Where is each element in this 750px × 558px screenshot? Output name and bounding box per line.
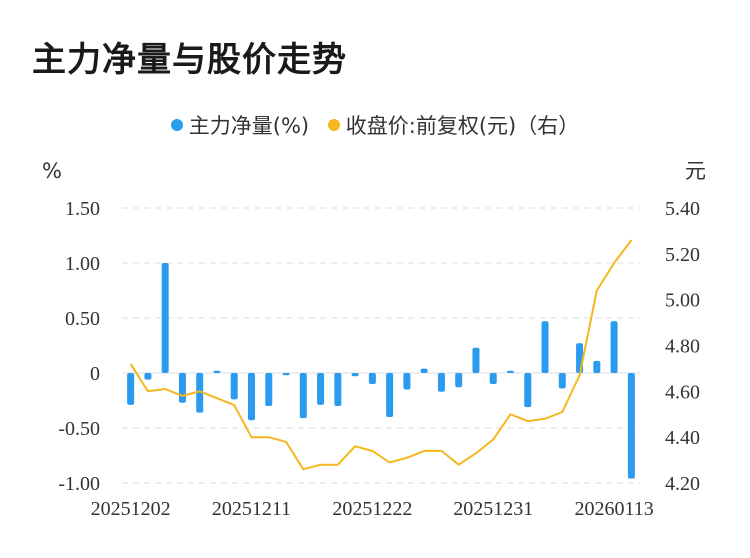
bar[interactable] <box>386 373 394 417</box>
x-tick-label: 20251231 <box>453 498 533 520</box>
bar[interactable] <box>472 347 480 373</box>
bar[interactable] <box>351 373 359 377</box>
y-right-tick-label: 5.40 <box>665 198 700 220</box>
bar[interactable] <box>299 373 307 419</box>
bar[interactable] <box>507 370 514 373</box>
bar[interactable] <box>558 373 566 389</box>
bar[interactable] <box>368 373 376 384</box>
bar[interactable] <box>144 373 152 380</box>
grid <box>122 207 640 484</box>
legend: 主力净量(%) 收盘价:前复权(元)（右） <box>0 110 750 140</box>
bar[interactable] <box>420 368 428 373</box>
y-right-unit: 元 <box>685 159 706 183</box>
legend-item-line[interactable]: 收盘价:前复权(元)（右） <box>327 110 580 140</box>
x-tick-label: 20260113 <box>574 498 653 520</box>
line-series <box>129 239 633 471</box>
bar[interactable] <box>248 373 255 421</box>
y-right-tick-label: 4.60 <box>665 381 700 403</box>
bar[interactable] <box>127 373 135 405</box>
bar[interactable] <box>541 321 549 373</box>
x-tick-label: 20251211 <box>212 498 291 520</box>
legend-line-dot <box>327 119 340 131</box>
y-left-tick-label: -0.50 <box>58 418 100 440</box>
legend-line-label: 收盘价:前复权(元)（右） <box>345 114 580 138</box>
x-tick-label: 20251202 <box>91 498 171 520</box>
axis-labels: 1.50 1.00 0.50 0 -0.50 -1.00 5.40 5.20 5.00 4.80 4… <box>42 159 706 520</box>
bar[interactable] <box>576 343 584 373</box>
legend-bar-label: 主力净量(%) <box>188 114 310 138</box>
y-right-tick-label: 5.20 <box>665 244 700 266</box>
bar[interactable] <box>196 373 204 413</box>
legend-bar-dot <box>170 119 183 131</box>
bar[interactable] <box>282 373 290 376</box>
y-left-tick-label: 1.00 <box>65 253 100 275</box>
bar-series <box>127 263 635 479</box>
y-left-tick-label: 0.50 <box>65 308 100 330</box>
y-right-tick-label: 4.80 <box>665 336 700 358</box>
bar[interactable] <box>627 373 635 479</box>
bar[interactable] <box>455 373 463 388</box>
y-left-tick-label: -1.00 <box>58 473 100 495</box>
bar[interactable] <box>213 370 221 373</box>
bar[interactable] <box>178 373 186 403</box>
bar[interactable] <box>437 373 445 392</box>
y-left-tick-label: 0 <box>90 363 100 385</box>
bar[interactable] <box>610 321 618 373</box>
bar[interactable] <box>230 373 238 400</box>
x-tick-label: 20251222 <box>332 498 412 520</box>
bar[interactable] <box>403 373 411 390</box>
y-left-tick-label: 1.50 <box>65 198 100 220</box>
y-right-tick-label: 4.40 <box>665 427 700 449</box>
bar[interactable] <box>317 373 325 405</box>
bar[interactable] <box>489 373 497 384</box>
chart-title: 主力净量与股价走势 <box>32 40 347 80</box>
bar[interactable] <box>265 373 273 406</box>
bar[interactable] <box>161 263 169 373</box>
bar[interactable] <box>593 360 601 373</box>
y-right-tick-label: 4.20 <box>665 473 700 495</box>
bar[interactable] <box>334 373 342 406</box>
legend-item-bar[interactable]: 主力净量(%) <box>170 110 310 140</box>
y-right-tick-label: 5.00 <box>665 290 700 312</box>
bar[interactable] <box>524 373 532 408</box>
y-left-unit: % <box>42 159 62 183</box>
price-line[interactable] <box>129 239 633 471</box>
